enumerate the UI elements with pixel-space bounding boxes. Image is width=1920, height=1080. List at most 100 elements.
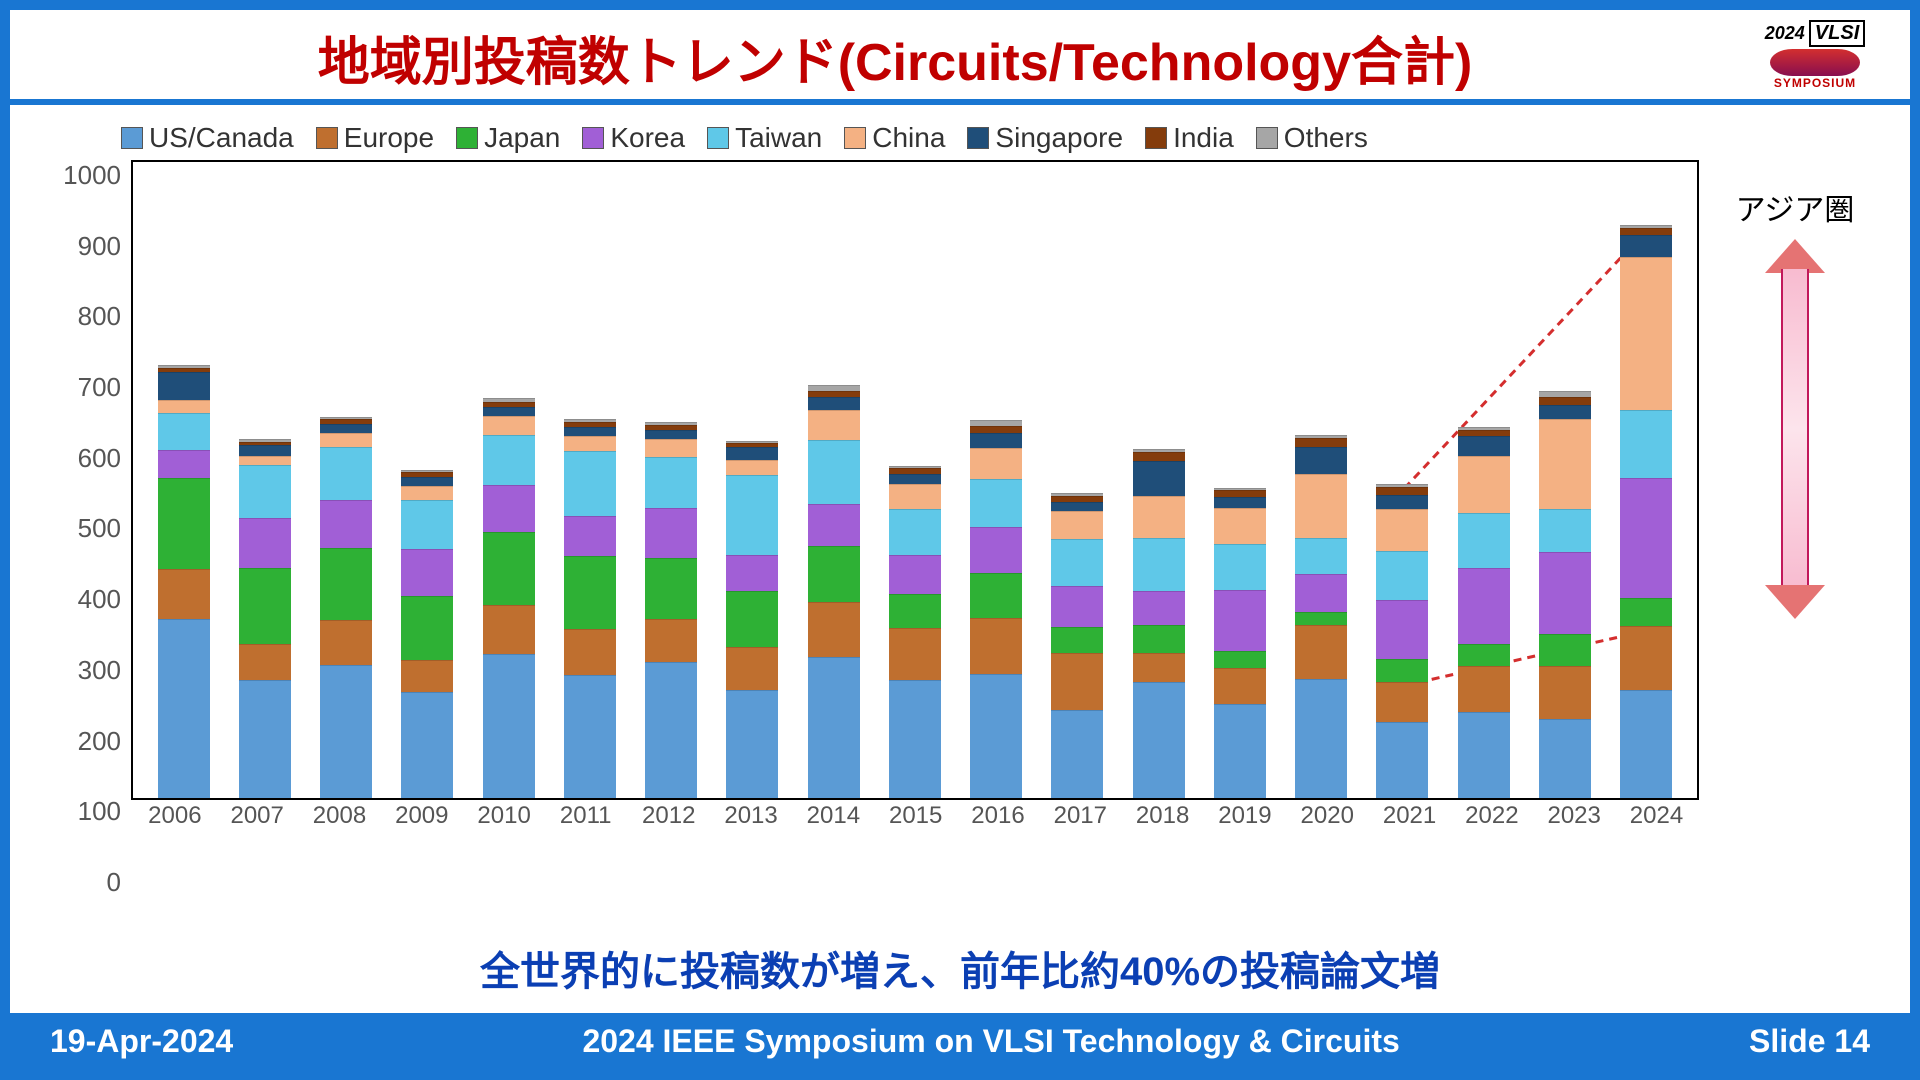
bar-segment [320,620,372,665]
legend-item: Europe [316,122,434,154]
bar-segment [1295,474,1347,538]
bar-segment [1458,666,1510,712]
bar-segment [889,628,941,679]
bar [970,420,1022,798]
bar-segment [1539,666,1591,718]
bar-segment [970,674,1022,798]
bar-segment [645,508,697,558]
legend-label: Taiwan [735,122,822,154]
bar-segment [645,619,697,661]
bar-segment [564,436,616,451]
bar-segment [808,440,860,504]
legend-item: Japan [456,122,560,154]
y-tick: 900 [78,231,121,262]
bar-segment [1458,568,1510,645]
bar [726,441,778,798]
bar-segment [970,618,1022,674]
bar-segment [726,591,778,647]
legend-label: Korea [610,122,685,154]
bar-segment [970,433,1022,448]
bar-segment [320,500,372,549]
bar-segment [483,407,535,416]
bar [1133,449,1185,798]
bar-segment [1133,461,1185,496]
bar-segment [726,647,778,691]
bar-segment [401,596,453,660]
bar-segment [1539,509,1591,553]
bar [1620,225,1672,798]
bar-segment [1620,410,1672,478]
footer-event: 2024 IEEE Symposium on VLSI Technology &… [582,1023,1399,1060]
plot-area: 2006200720082009201020112012201320142015… [131,160,1699,800]
bar-segment [564,675,616,798]
x-tick: 2024 [1630,802,1682,832]
bar [483,398,535,798]
y-tick: 800 [78,301,121,332]
bar-segment [645,457,697,508]
bar-segment [1214,497,1266,509]
bar-segment [1214,544,1266,590]
bar-segment [726,460,778,475]
bar-segment [483,416,535,435]
bar-segment [1376,551,1428,600]
legend-swatch [1145,127,1167,149]
bar-segment [1539,405,1591,419]
logo-year: 2024 [1765,23,1805,44]
legend-item: Singapore [967,122,1123,154]
bar-segment [1295,612,1347,625]
bar-segment [1539,719,1591,798]
bar-segment [1295,679,1347,798]
x-tick: 2007 [230,802,282,832]
bar-segment [1620,690,1672,798]
y-tick: 1000 [63,160,121,191]
bar-segment [483,605,535,654]
bar-segment [1458,456,1510,514]
bar-segment [1458,712,1510,798]
bar-segment [889,680,941,798]
bar-segment [726,475,778,554]
bar-segment [1620,478,1672,598]
bar-segment [158,413,210,450]
bar-segment [1539,552,1591,634]
bar-segment [564,629,616,675]
legend-swatch [967,127,989,149]
bar-segment [726,555,778,591]
slide: 地域別投稿数トレンド(Circuits/Technology合計) 2024 V… [0,0,1920,1080]
bar-segment [1051,586,1103,627]
x-tick: 2022 [1465,802,1517,832]
x-tick: 2019 [1218,802,1270,832]
bar-segment [1051,502,1103,511]
y-tick: 300 [78,655,121,686]
x-tick: 2008 [313,802,365,832]
bar-segment [1133,653,1185,681]
legend-swatch [1256,127,1278,149]
legend-swatch [456,127,478,149]
y-tick: 700 [78,372,121,403]
x-tick: 2013 [724,802,776,832]
x-tick: 2018 [1136,802,1188,832]
legend-label: China [872,122,945,154]
plot-wrap: 10009008007006005004003002001000 2006200… [41,160,1699,932]
bar-segment [889,474,941,484]
bar-segment [239,680,291,798]
bar-segment [889,594,941,629]
bar-segment [1214,651,1266,668]
x-tick: 2014 [807,802,859,832]
bar-segment [1620,598,1672,626]
x-tick: 2023 [1547,802,1599,832]
bar-segment [1295,438,1347,447]
bar-segment [1376,600,1428,659]
bar-segment [483,654,535,798]
bar-segment [645,430,697,439]
bar-segment [1295,538,1347,574]
y-tick: 100 [78,796,121,827]
bar-segment [808,657,860,798]
bar [1295,435,1347,798]
bar-segment [1214,590,1266,651]
bar-segment [889,484,941,510]
bar [1214,488,1266,798]
bar-segment [239,644,291,680]
bar-segment [239,465,291,519]
bar-segment [483,485,535,532]
legend-item: Others [1256,122,1368,154]
